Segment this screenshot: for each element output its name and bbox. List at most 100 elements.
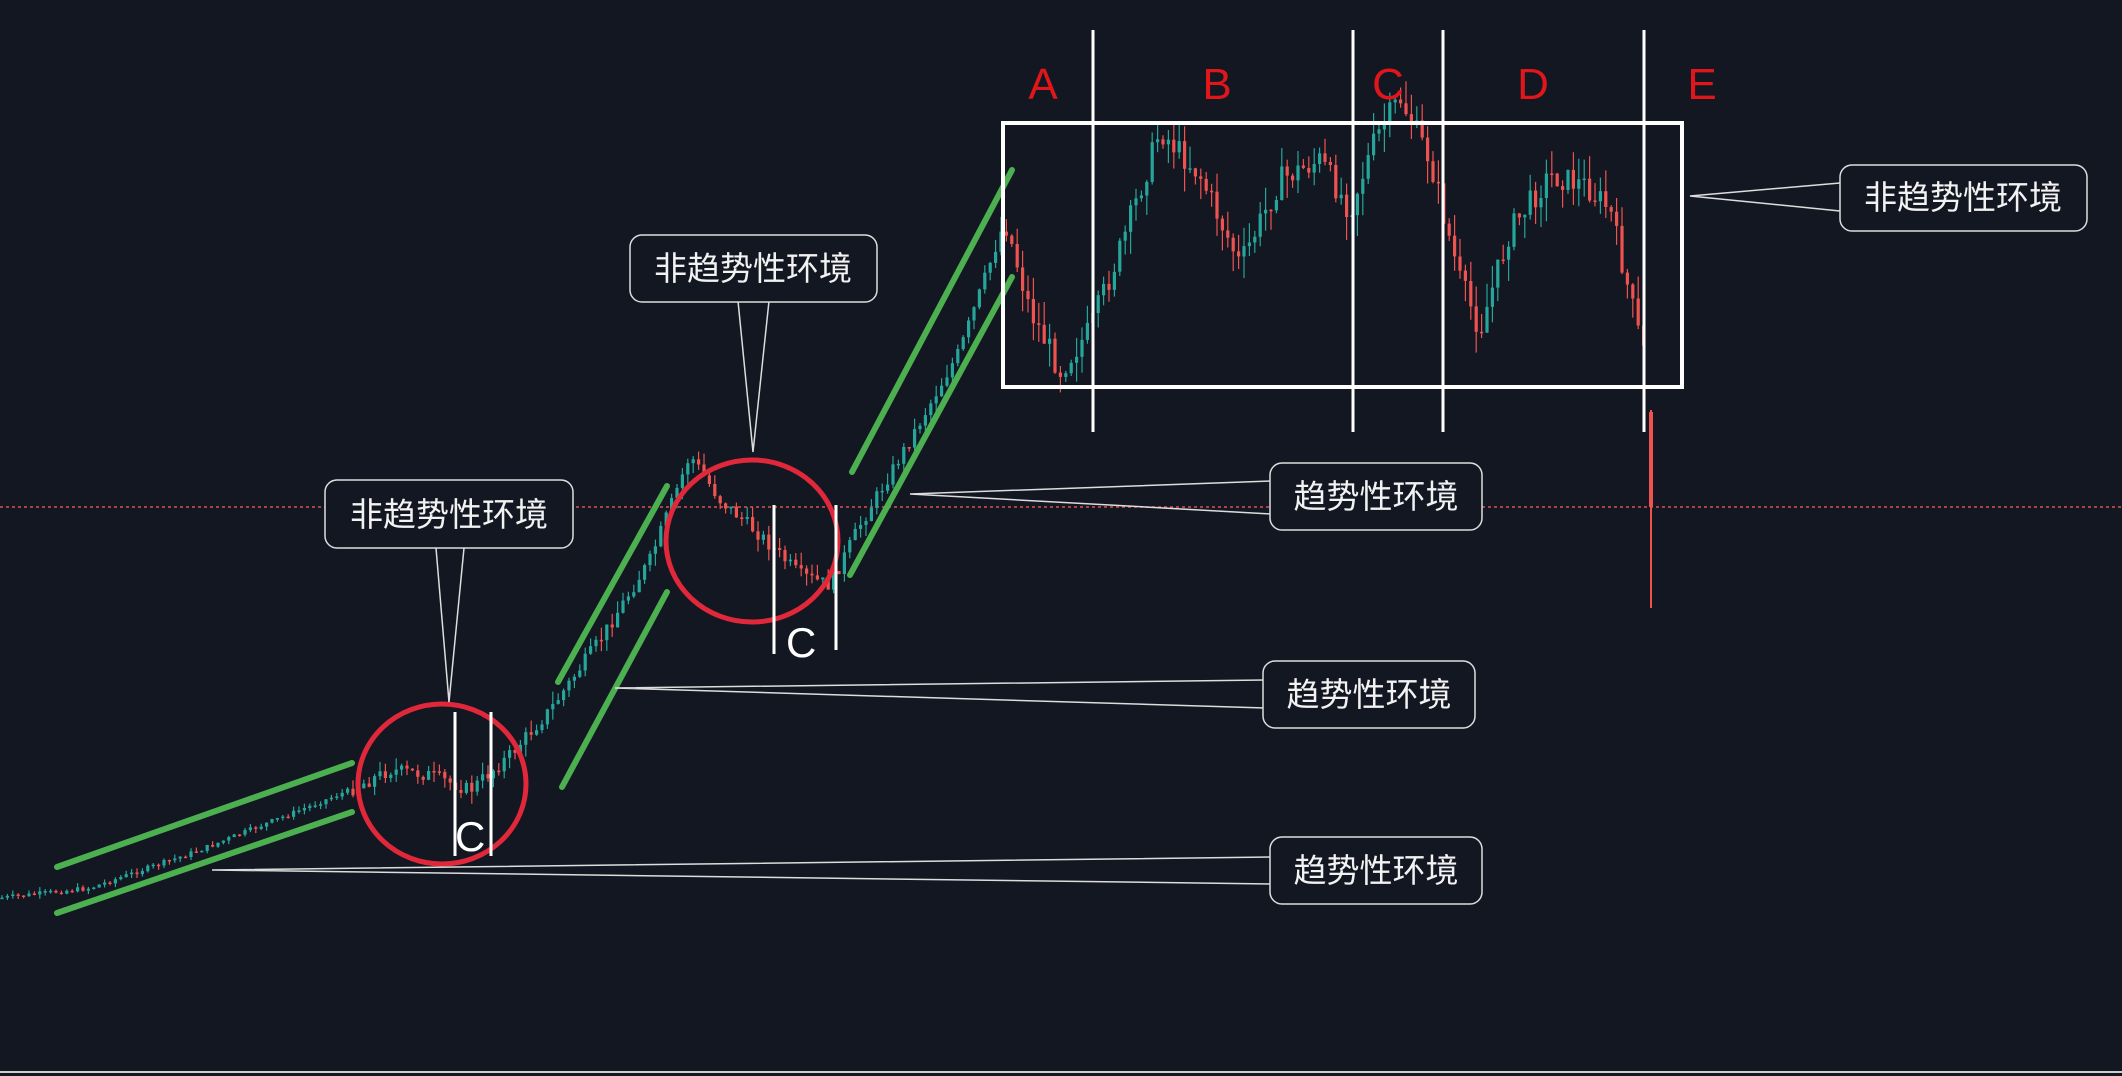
candle-body (729, 506, 733, 509)
candle-body (1237, 251, 1241, 257)
candle-body (1112, 271, 1116, 290)
candle-body (1226, 230, 1230, 238)
trend-channels (54, 167, 1015, 916)
candle-body (378, 771, 382, 777)
candle-body (1210, 190, 1214, 193)
callout-trend-1: 趋势性环境 (909, 462, 1483, 531)
candle-body (551, 703, 555, 710)
candle-body (599, 639, 603, 642)
candle-body (1004, 231, 1008, 236)
phase-c-label-2: C (786, 619, 816, 666)
candle-body (1636, 298, 1640, 326)
candle-body (1118, 240, 1122, 272)
candle-body (302, 808, 306, 811)
candle-body (853, 528, 857, 541)
candle-body (1145, 181, 1149, 196)
section-e: E (1687, 60, 1716, 109)
candle-body (1075, 356, 1079, 363)
candle-body (578, 670, 582, 677)
candle-body (351, 788, 355, 796)
candle-body (994, 251, 998, 263)
candle-body (675, 487, 679, 498)
candle-body (108, 882, 112, 884)
candle-body (702, 464, 706, 476)
candle-body (869, 507, 873, 521)
candle-body (713, 484, 717, 497)
candle-body (103, 882, 107, 885)
candle-body (486, 774, 490, 779)
section-c: C (1372, 60, 1404, 109)
candle-body (0, 897, 4, 900)
candle-body (1431, 161, 1435, 182)
candle-body (529, 732, 533, 735)
candle-body (837, 571, 841, 574)
candle-body (556, 700, 560, 704)
candle-body (1571, 169, 1575, 189)
candle-body (1177, 141, 1181, 153)
candle-body (1188, 168, 1192, 170)
candle-body (1102, 283, 1106, 296)
candle-body (1069, 362, 1073, 374)
candle-body (1307, 168, 1311, 173)
candle-body (643, 565, 647, 580)
candle-body (313, 805, 317, 807)
candle-body (518, 744, 522, 753)
candle-body (610, 624, 614, 628)
candle-body (427, 771, 431, 780)
candle-body (211, 845, 215, 847)
candle-body (1409, 114, 1413, 125)
candle-body (956, 349, 960, 364)
candle-body (896, 463, 900, 466)
candle-body (140, 871, 144, 875)
candle-final-body (1649, 412, 1653, 507)
candle-body (54, 890, 58, 893)
candle-body (265, 822, 269, 827)
candle-body (1544, 173, 1548, 198)
callout-non-trend-3: 非趋势性环境 (1689, 164, 2088, 232)
range-section-letters: A B C D E (1028, 60, 1716, 109)
candle-body (189, 851, 193, 857)
section-b: B (1202, 60, 1231, 109)
candle-body (745, 517, 749, 519)
candle-body (761, 534, 765, 540)
candle-body (221, 840, 225, 843)
candle-body (1474, 306, 1478, 332)
candle-body (783, 550, 787, 562)
candle-body (718, 496, 722, 504)
candle-body (513, 750, 517, 753)
candle-body (1156, 139, 1160, 143)
candle-body (1269, 209, 1273, 212)
callout-trend-2: 趋势性环境 (614, 660, 1476, 729)
candle-body (5, 895, 9, 898)
candle-body (1031, 299, 1035, 324)
candle-body (1550, 173, 1554, 175)
candle-body (859, 524, 863, 529)
candle-body (697, 459, 701, 465)
callout-trend-3-text: 趋势性环境 (1294, 851, 1459, 890)
candle-body (1517, 213, 1521, 218)
candle-body (1220, 218, 1224, 231)
candle-body (1480, 331, 1484, 334)
candle-body (270, 819, 274, 823)
candle-body (972, 307, 976, 321)
callout-non-trend-1-box (324, 479, 574, 549)
candle-body (832, 571, 836, 590)
candle-body (1453, 235, 1457, 257)
candle-body (27, 893, 31, 897)
candle-body (540, 724, 544, 731)
candle-body (1107, 283, 1111, 290)
candle-body (437, 771, 441, 773)
candle-body (324, 799, 328, 805)
candle-body (1021, 267, 1025, 291)
candle-body (200, 850, 204, 853)
candle-body (1420, 120, 1424, 138)
callout-non-trend-2-box (629, 234, 878, 303)
candle-body (1436, 181, 1440, 184)
callout-non-trend-2-text: 非趋势性环境 (654, 249, 852, 288)
candle-body (567, 680, 571, 691)
candle-body (707, 475, 711, 484)
candle-body (1345, 194, 1349, 217)
candle-body (1231, 237, 1235, 252)
